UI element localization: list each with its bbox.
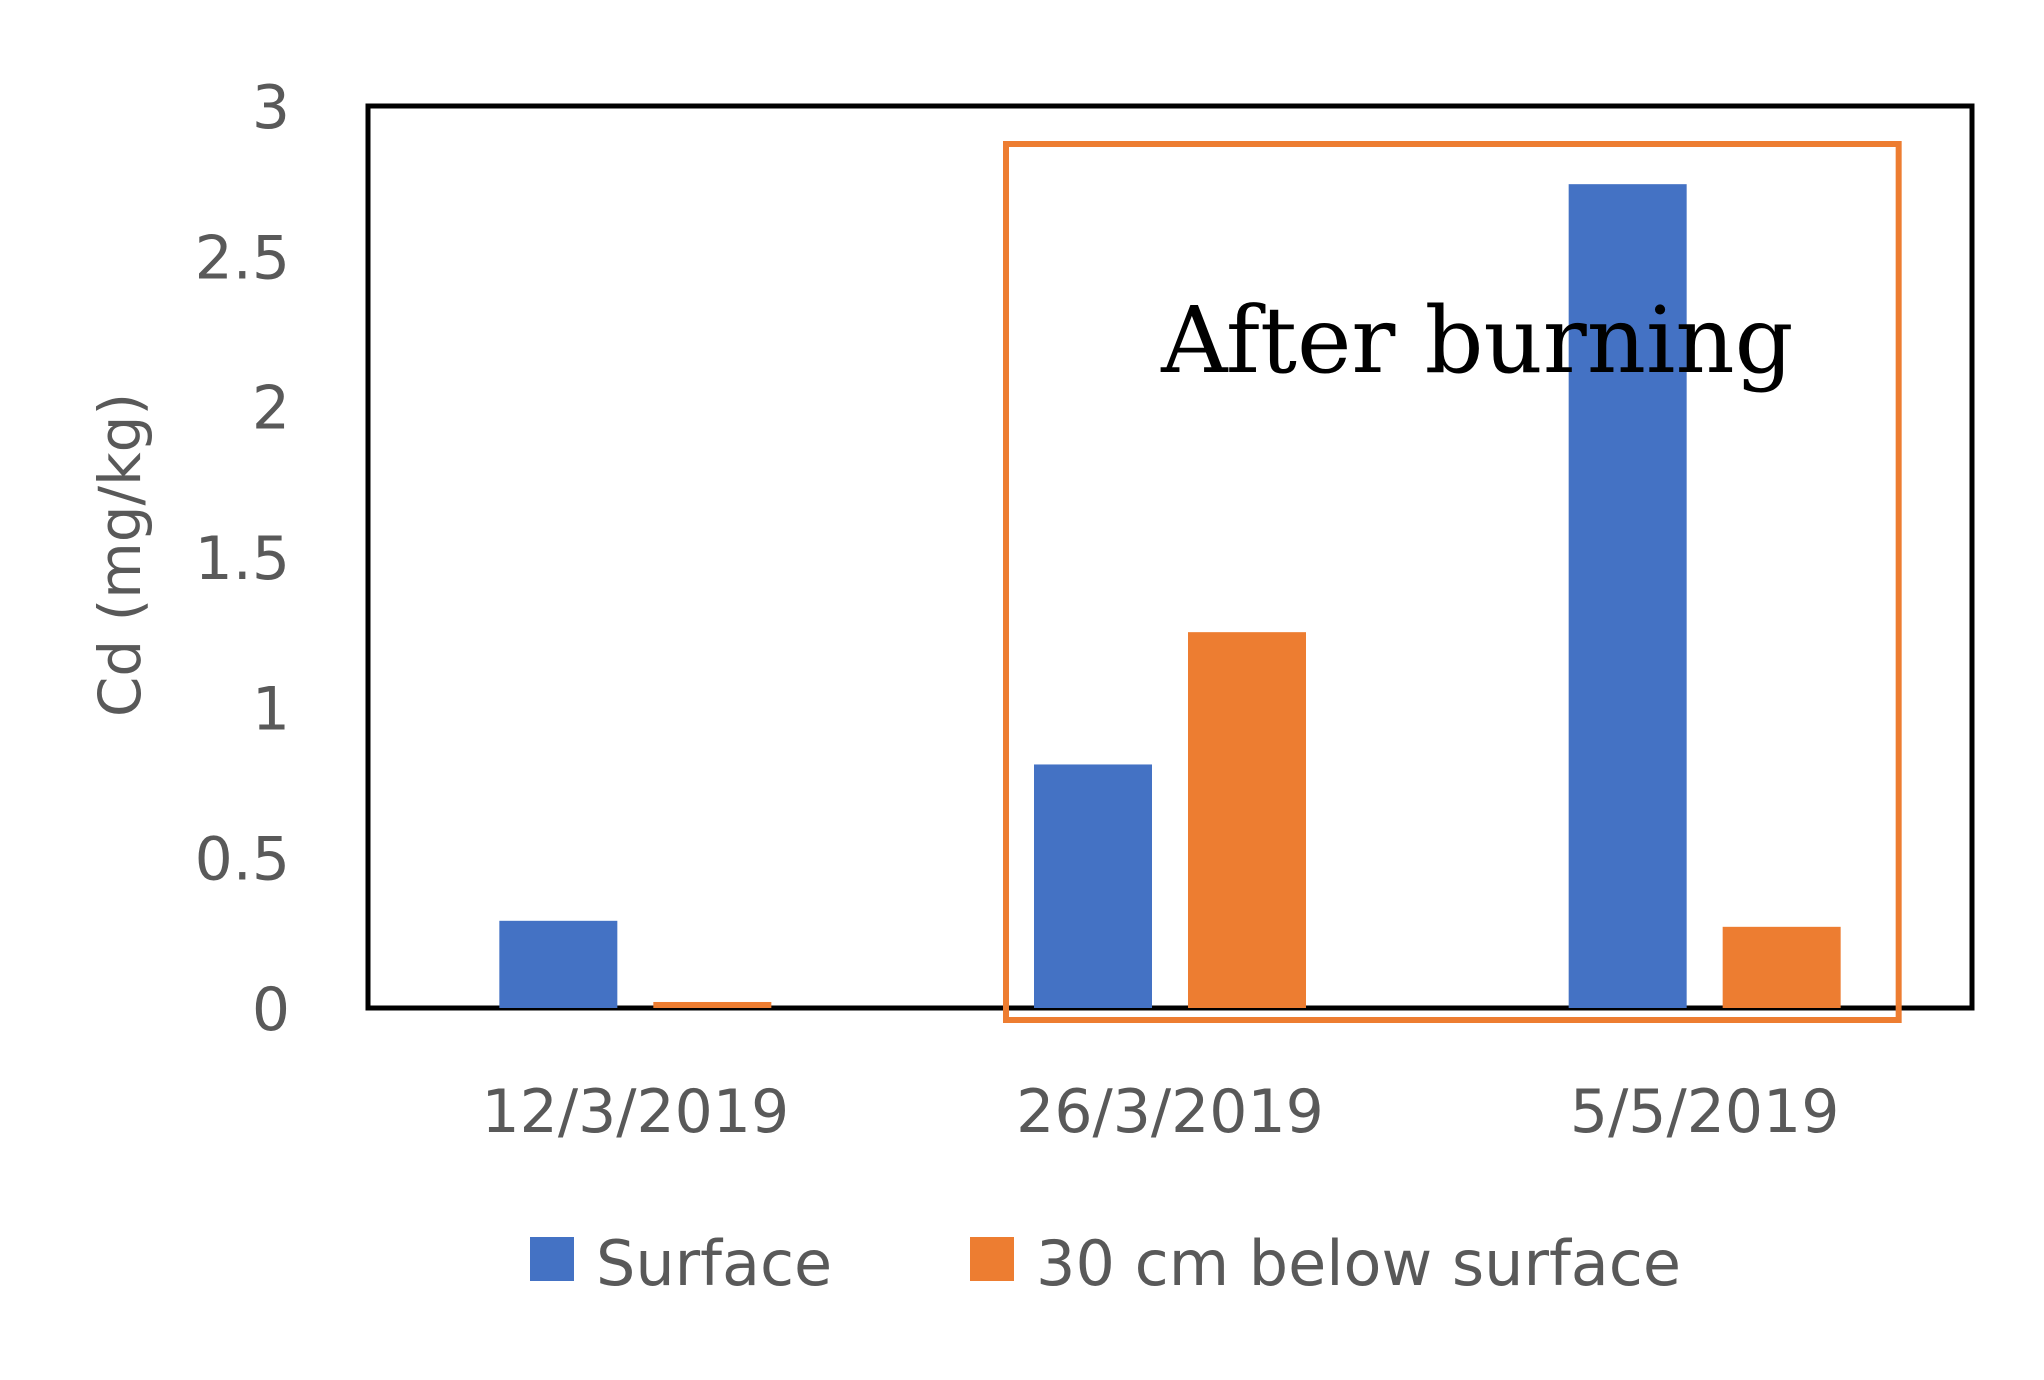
y-tick-label: 1.5 xyxy=(195,524,290,594)
bars xyxy=(499,184,1841,1008)
y-axis-ticks: 0 0.5 1 1.5 2 2.5 3 xyxy=(195,73,290,1045)
legend-swatch xyxy=(970,1237,1014,1281)
y-tick-label: 0.5 xyxy=(195,825,290,895)
x-tick-label: 12/3/2019 xyxy=(482,1077,790,1147)
legend-label: 30 cm below surface xyxy=(1036,1227,1681,1300)
bar-below-surface-0 xyxy=(653,1001,772,1008)
y-tick-label: 1 xyxy=(252,674,290,744)
y-axis-title: Cd (mg/kg) xyxy=(86,393,154,717)
legend: Surface 30 cm below surface xyxy=(530,1227,1681,1300)
bar-below-surface-1 xyxy=(1188,632,1306,1008)
plot-frame xyxy=(365,103,1975,1011)
bar-surface-1 xyxy=(1034,764,1152,1008)
y-tick-label: 3 xyxy=(252,73,290,143)
legend-label: Surface xyxy=(596,1227,832,1300)
x-axis-ticks: 12/3/2019 26/3/2019 5/5/2019 xyxy=(482,1077,1840,1147)
y-tick-label: 2.5 xyxy=(195,223,290,293)
legend-swatch xyxy=(530,1237,574,1281)
annotation-text: After burning xyxy=(1160,287,1793,394)
x-tick-label: 26/3/2019 xyxy=(1016,1077,1324,1147)
x-tick-label: 5/5/2019 xyxy=(1570,1077,1839,1147)
annotation-box xyxy=(1003,141,1902,1023)
bar-surface-2 xyxy=(1568,184,1687,1008)
y-tick-label: 0 xyxy=(252,975,290,1045)
y-tick-label: 2 xyxy=(252,374,290,444)
bar-surface-0 xyxy=(499,920,618,1008)
bar-below-surface-2 xyxy=(1722,926,1841,1008)
